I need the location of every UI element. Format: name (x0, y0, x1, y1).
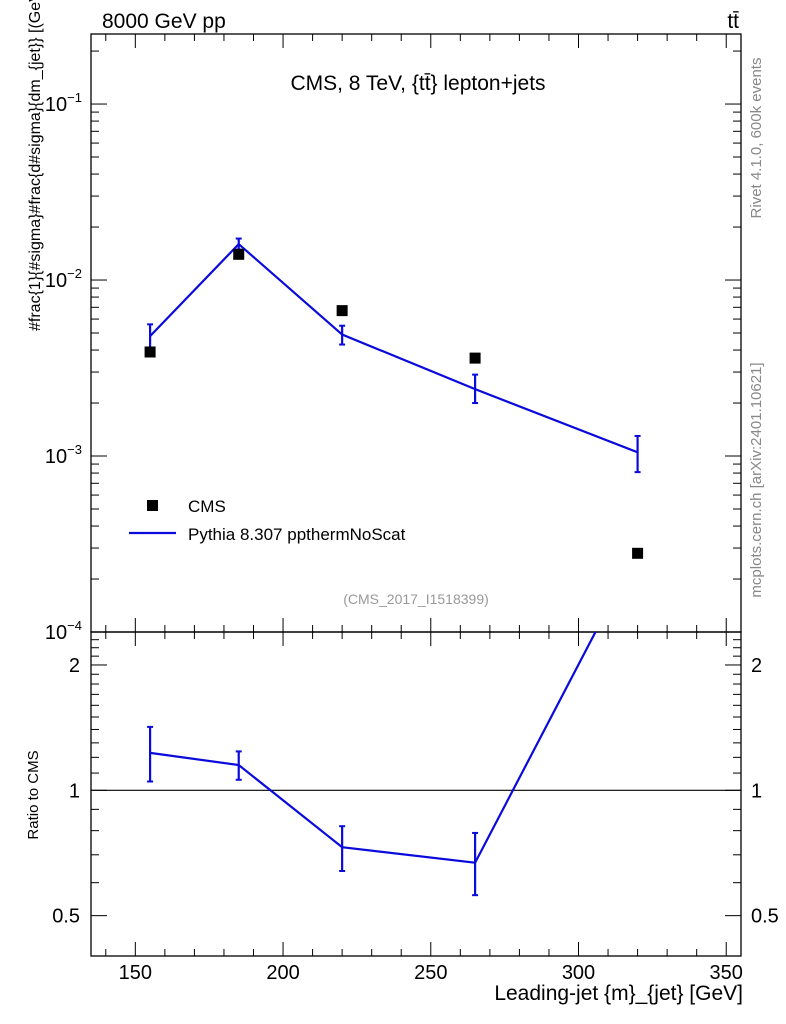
cms-data-point (233, 248, 245, 260)
x-tick-label: 250 (414, 962, 447, 984)
legend-cms-label: CMS (188, 497, 226, 516)
x-tick-label: 150 (119, 962, 152, 984)
main-y-tick-label: 10−3 (45, 442, 82, 468)
cms-data-point (336, 305, 348, 317)
x-tick-label: 350 (710, 962, 743, 984)
main-plot-data (144, 237, 644, 559)
ratio-y-tick-label-left: 1 (69, 780, 80, 802)
x-tick-label: 200 (266, 962, 299, 984)
x-axis-ticks (105, 34, 727, 956)
cms-data-point (469, 352, 481, 364)
cms-data-point (632, 547, 644, 559)
ratio-plot-frame (90, 631, 742, 957)
x-axis-label: Leading-jet {m}_{jet} [GeV] (494, 982, 743, 1005)
main-y-tick-label: 10−1 (45, 90, 82, 116)
ratio-y-axis-ticks (91, 631, 741, 957)
header-energy: 8000 GeV pp (102, 10, 226, 33)
ratio-y-tick-label-right: 2 (751, 655, 762, 677)
main-y-tick-labels: 10−1 10−2 10−3 10−4 (45, 90, 82, 644)
legend-cms-marker (147, 500, 158, 511)
ratio-y-tick-label-right: 1 (751, 780, 762, 802)
main-y-axis-label: #frac{1}{#sigma}#frac{d#sigma}{dm_{jet}}… (27, 0, 44, 331)
x-tick-label: 300 (562, 962, 595, 984)
ratio-y-tick-label-left: 0.5 (52, 906, 80, 928)
rivet-version-label: Rivet 4.1.0, 600k events (748, 58, 765, 219)
ratio-plot-data (91, 632, 741, 897)
legend-mc-label: Pythia 8.307 ppthermNoScat (188, 525, 406, 544)
mcplots-label: mcplots.cern.ch [arXiv:2401.10621] (748, 362, 765, 597)
ratio-y-axis-label: Ratio to CMS (25, 750, 42, 839)
legend: CMS Pythia 8.307 ppthermNoScat (129, 497, 406, 544)
plot-title: CMS, 8 TeV, {tt̄} lepton+jets (290, 72, 545, 95)
x-tick-labels: 150 200 250 300 350 (119, 962, 743, 984)
header-process: tt̄ (727, 10, 739, 33)
main-y-axis-ticks (91, 50, 741, 633)
ratio-y-tick-label-right: 0.5 (751, 906, 779, 928)
main-y-tick-label: 10−2 (45, 266, 82, 292)
analysis-watermark: (CMS_2017_I1518399) (343, 591, 489, 607)
ratio-y-tick-label-left: 2 (69, 655, 80, 677)
main-y-tick-label: 10−4 (45, 618, 82, 644)
mc-series-line (149, 242, 638, 454)
cms-data-point (144, 346, 156, 358)
ratio-y-tick-labels: 0.5 0.5 1 1 2 2 (52, 655, 779, 928)
